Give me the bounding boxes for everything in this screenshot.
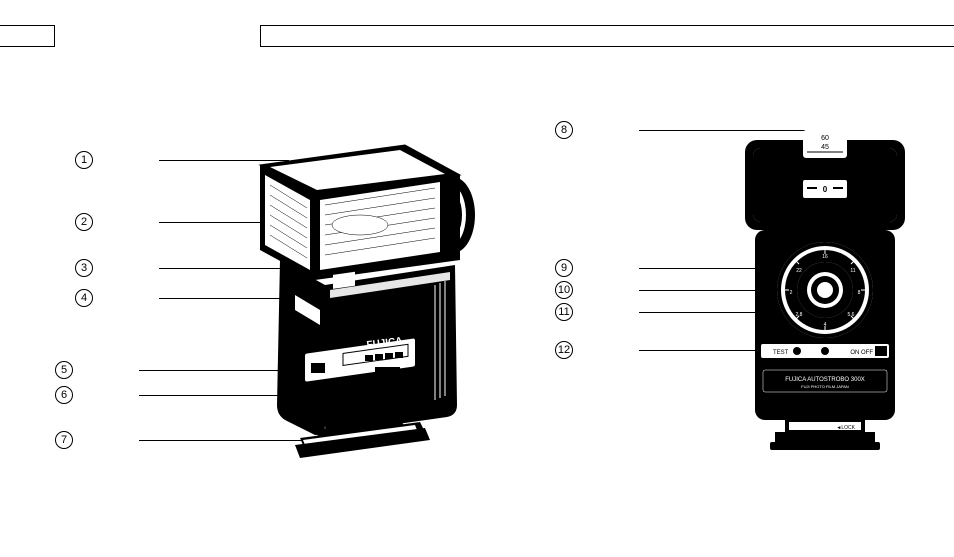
callout-num-2: 2: [75, 213, 93, 231]
callout-num-6: 6: [55, 386, 73, 404]
svg-text:60: 60: [821, 135, 829, 142]
header-bar-left: [0, 25, 55, 47]
svg-text:0: 0: [823, 185, 828, 194]
callout-num-7: 7: [55, 431, 73, 449]
callout-num-10: 10: [555, 281, 573, 299]
svg-text:5.6: 5.6: [848, 312, 855, 318]
callout-num-4: 4: [75, 289, 93, 307]
svg-text:11: 11: [850, 268, 855, 274]
svg-text:2.8: 2.8: [796, 312, 803, 318]
callout-num-11: 11: [555, 303, 573, 321]
svg-text:16: 16: [822, 254, 828, 260]
callout-num-9: 9: [555, 259, 573, 277]
callout-num-8: 8: [555, 121, 573, 139]
svg-text:22: 22: [796, 268, 802, 274]
front-view-figure: FUJICA: [225, 130, 505, 475]
svg-text:45: 45: [821, 144, 829, 151]
back-view-figure: 60 45 0 16 11: [725, 130, 925, 475]
svg-text:◄LOCK: ◄LOCK: [836, 425, 855, 431]
callout-num-3: 3: [75, 259, 93, 277]
svg-text:FUJI PHOTO FILM JAPAN: FUJI PHOTO FILM JAPAN: [801, 384, 849, 389]
callout-num-5: 5: [55, 361, 73, 379]
svg-text:FUJICA AUTOSTROBO 300X: FUJICA AUTOSTROBO 300X: [785, 377, 865, 383]
callout-num-12: 12: [555, 341, 573, 359]
svg-text:ON OFF: ON OFF: [850, 350, 873, 356]
header-bars: [0, 25, 954, 55]
svg-text:8: 8: [858, 290, 861, 296]
callout-num-1: 1: [75, 151, 93, 169]
flash-front-svg: FUJICA: [225, 130, 505, 470]
flash-back-svg: 60 45 0 16 11: [725, 130, 925, 470]
svg-text:2: 2: [790, 290, 793, 296]
svg-text:TEST: TEST: [773, 350, 789, 356]
header-bar-right: [260, 25, 954, 47]
svg-text:4: 4: [824, 322, 827, 328]
